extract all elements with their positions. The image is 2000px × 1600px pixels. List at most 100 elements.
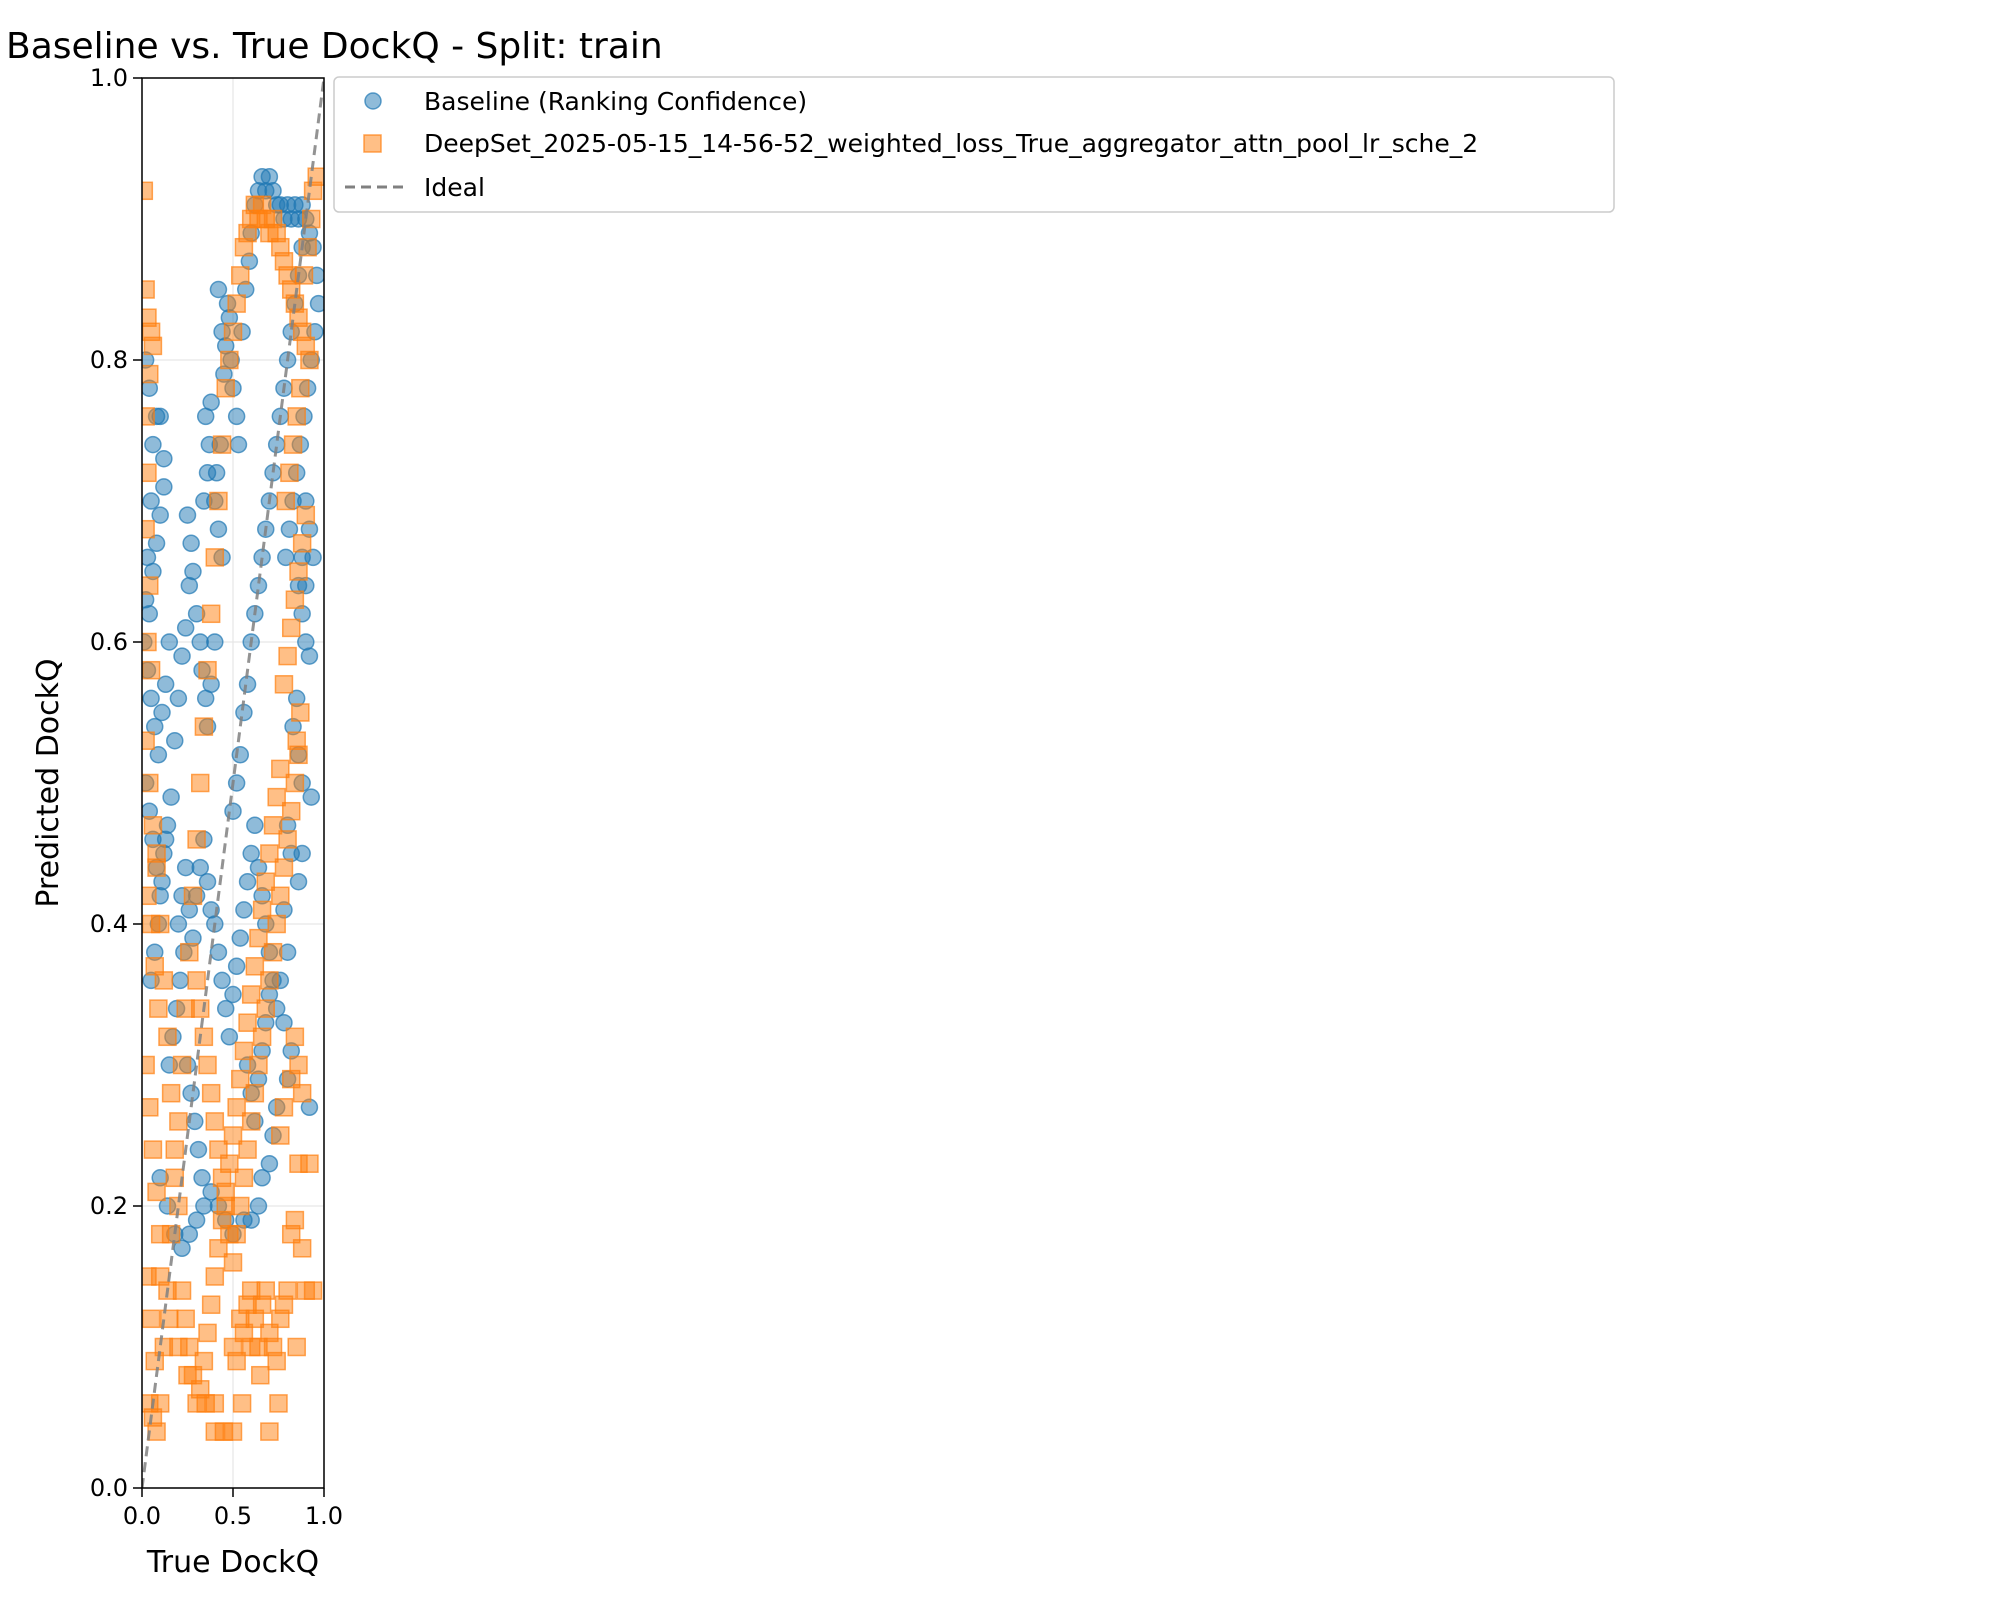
baseline-point [249,1197,268,1215]
deepset-point [300,1154,319,1173]
deepset-point [291,703,310,722]
baseline-point [162,788,180,806]
deepset-point [205,1394,225,1413]
deepset-point [147,1182,166,1202]
baseline-point [229,435,248,454]
baseline-point [147,534,166,553]
deepset-point [245,1083,265,1103]
deepset-point [267,787,286,807]
deepset-point [267,1351,286,1371]
deepset-point [180,942,199,962]
baseline-point [302,788,321,806]
deepset-point [252,1027,272,1047]
deepset-point [220,350,239,370]
deepset-point [232,1394,252,1413]
deepset-point [278,1281,297,1300]
deepset-point [190,999,210,1018]
baseline-point [220,1028,239,1046]
deepset-point [283,435,303,454]
deepset-point [267,914,286,934]
deepset-point [278,646,297,666]
legend-label-baseline: Baseline (Ranking Confidence) [424,87,807,116]
deepset-point [241,1337,261,1357]
baseline-point [171,971,189,990]
baseline-point [246,816,264,835]
deepset-point [271,886,290,906]
deepset-point [269,1394,288,1413]
baseline-point [144,435,162,454]
baseline-point [293,844,311,863]
deepset-point [142,1309,161,1329]
deepset-point [251,1365,270,1385]
deepset-point [209,1239,228,1258]
deepset-point [143,336,163,356]
deepset-point [285,590,305,609]
baseline-point [206,633,224,651]
y-tick-label: 0.8 [90,346,128,374]
deepset-point [161,1224,181,1244]
baseline-point [155,449,173,468]
deepset-point [216,378,235,398]
deepset-point [142,280,155,299]
deepset-point [172,1281,192,1300]
deepset-point [142,1098,159,1117]
deepset-point [249,928,268,948]
deepset-point [260,1422,279,1441]
baseline-point [224,985,242,1004]
deepset-point [256,872,276,891]
deepset-point [231,266,250,285]
deepset-point [142,463,157,483]
deepset-point [172,1055,192,1075]
deepset-point [281,801,301,821]
deepset-point [212,435,232,454]
deepset-point [227,1224,246,1244]
deepset-point [260,844,279,863]
x-axis-label: True DockQ [146,1545,319,1580]
deepset-point [289,745,308,765]
baseline-point [160,633,179,651]
deepset-point [212,1168,232,1188]
baseline-point [142,605,159,623]
deepset-point [142,773,159,793]
deepset-point [271,759,290,779]
baseline-point [289,872,308,891]
deepset-point [154,971,174,990]
deepset-point [142,660,161,680]
deepset-point [198,660,217,680]
baseline-point [253,1169,271,1187]
baseline-point [242,844,260,863]
baseline-point [198,872,217,891]
baseline-point [193,1169,211,1187]
deepset-point [292,534,312,553]
baseline-point [149,746,168,764]
deepset-point [205,1267,225,1286]
deepset-point [256,999,276,1018]
deepset-point [142,731,155,750]
deepset-point [165,1140,185,1159]
baseline-point [173,647,191,665]
deepset-point [209,491,228,511]
deepset-point [223,1253,243,1272]
y-tick-label: 0.2 [90,1192,128,1220]
baseline-point [178,506,197,524]
deepset-point [190,773,210,793]
baseline-point [191,858,209,877]
deepset-point [274,675,294,694]
baseline-point [216,999,235,1018]
baseline-point [187,1211,206,1229]
deepset-point [234,1168,254,1188]
deepset-point [169,1112,188,1131]
deepset-point [142,632,157,652]
deepset-point [252,900,272,920]
deepset-point [169,1337,188,1357]
deepset-point [183,886,203,906]
baseline-point [227,957,246,976]
deepset-point [160,1309,179,1329]
deepset-point [178,1365,197,1385]
y-tick-label: 1.0 [90,64,128,92]
baseline-point [231,929,250,947]
baseline-point [195,1197,213,1215]
deepset-point [209,1140,228,1159]
deepset-point [158,1027,177,1047]
baseline-point [176,619,195,637]
